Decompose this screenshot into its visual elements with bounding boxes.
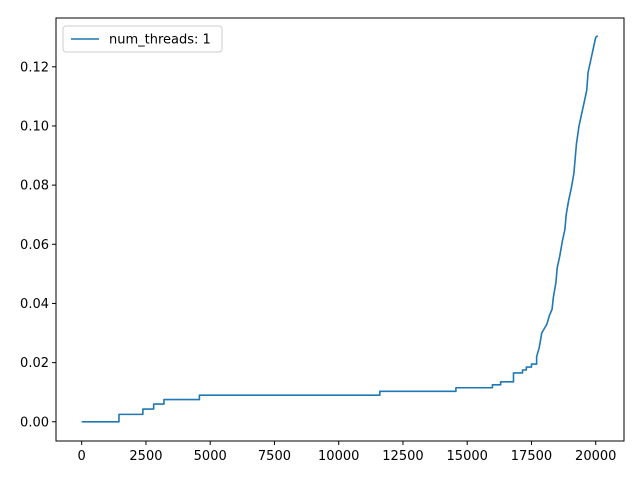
series-group: [81, 35, 599, 423]
y-tick-label: 0.04: [20, 297, 49, 312]
x-tick-label: 5000: [194, 449, 227, 464]
y-tick-label: 0.12: [20, 60, 49, 75]
x-tick-label: 12500: [382, 449, 423, 464]
x-tick-label: 2500: [129, 449, 162, 464]
legend: num_threads: 1: [62, 25, 223, 53]
series-line-0: [81, 35, 599, 423]
y-tick-label: 0.02: [20, 356, 49, 371]
x-tick-label: 15000: [447, 449, 488, 464]
y-tick-label: 0.08: [20, 179, 49, 194]
legend-box: [62, 25, 223, 53]
plot-area: [56, 18, 624, 441]
x-axis: 0 2500 5000 7500 10000 12500 15000 17500 20000: [78, 441, 616, 464]
y-tick-label: 0.06: [20, 238, 49, 253]
x-tick-label: 0: [78, 449, 86, 464]
x-tick-label: 17500: [511, 449, 552, 464]
y-axis: 0.00 0.02 0.04 0.06 0.08 0.10 0.12: [20, 60, 56, 430]
y-tick-label: 0.00: [20, 415, 49, 430]
x-tick-label: 20000: [575, 449, 616, 464]
x-tick-label: 7500: [258, 449, 291, 464]
x-tick-label: 10000: [318, 449, 359, 464]
axes-frame: [55, 17, 625, 442]
y-tick-label: 0.10: [20, 119, 49, 134]
legend-label-0: num_threads: 1: [109, 33, 211, 48]
